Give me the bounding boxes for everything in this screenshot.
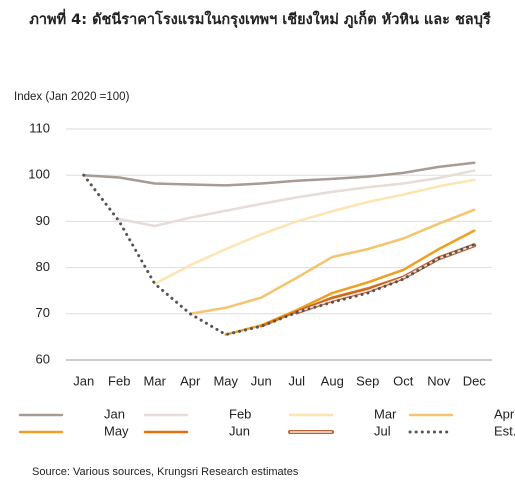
x-tick-label: Jun: [251, 373, 272, 388]
legend-label: Apr: [494, 406, 515, 421]
y-tick-label: 80: [36, 259, 50, 274]
y-tick-label: 100: [28, 167, 50, 182]
y-tick-label: 70: [36, 305, 50, 320]
series-line: [153, 178, 476, 286]
legend-label: Est.: [494, 423, 515, 438]
legend-label: Jun: [229, 423, 250, 438]
y-tick-label: 110: [29, 120, 50, 135]
series-line: [118, 169, 476, 228]
legend-label: Jan: [104, 406, 125, 421]
x-tick-label: Oct: [393, 373, 414, 388]
x-tick-label: Apr: [180, 373, 201, 388]
x-tick-label: Feb: [108, 373, 130, 388]
series-line: [224, 229, 476, 336]
y-axis-label: Index (Jan 2020 =100): [14, 91, 130, 103]
chart-title: ภาพที่ 4: ดัชนีราคาโรงแรมในกรุงเทพฯ เชีย…: [29, 12, 491, 28]
y-tick-label: 60: [36, 351, 50, 366]
x-tick-label: Mar: [144, 373, 167, 388]
series-line-inner: [296, 244, 475, 314]
legend-label: Mar: [374, 406, 397, 421]
x-tick-label: Dec: [463, 373, 487, 388]
x-tick-label: Aug: [321, 373, 344, 388]
series-line: [82, 161, 476, 187]
source: Source: Various sources, Krungsri Resear…: [32, 466, 299, 478]
legend-label: Jul: [374, 423, 391, 438]
series-line: [189, 208, 476, 316]
legend-label: Feb: [229, 406, 251, 421]
x-tick-label: Sep: [356, 373, 379, 388]
legend-label: May: [104, 423, 129, 438]
y-tick-label: 90: [36, 213, 50, 228]
x-tick-label: Nov: [427, 373, 451, 388]
x-tick-label: Jan: [73, 373, 94, 388]
x-tick-label: May: [213, 373, 238, 388]
x-tick-label: Jul: [288, 373, 305, 388]
series-line: [82, 173, 476, 337]
